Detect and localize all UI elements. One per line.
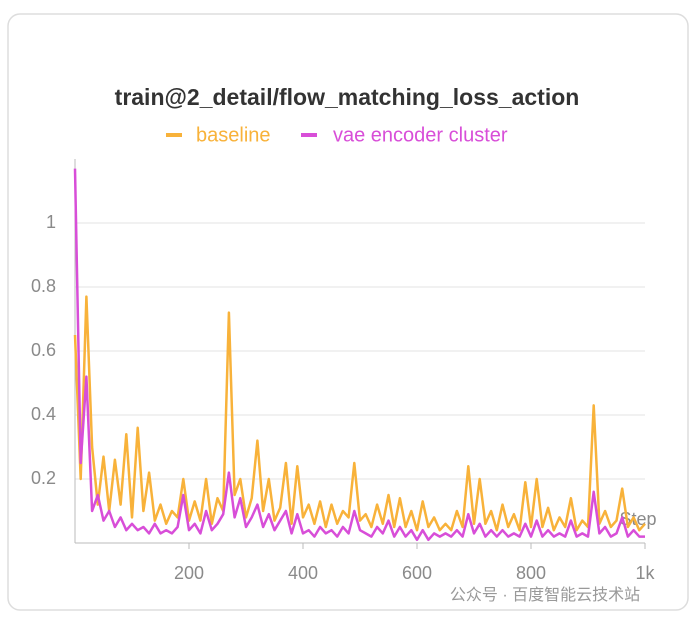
x-tick-label: 1k bbox=[635, 563, 655, 583]
series-line bbox=[73, 295, 646, 532]
legend-label: vae encoder cluster bbox=[333, 124, 508, 146]
y-tick-label: 0.6 bbox=[31, 340, 56, 360]
x-tick-label: 600 bbox=[402, 563, 432, 583]
legend-label: baseline bbox=[196, 124, 271, 146]
watermark: 公众号 · 百度智能云技术站 bbox=[450, 586, 640, 604]
card bbox=[7, 13, 689, 611]
x-tick-label: 200 bbox=[174, 563, 204, 583]
chart-title: train@2_detail/flow_matching_loss_action bbox=[115, 84, 580, 110]
x-tick-label: 800 bbox=[516, 563, 546, 583]
y-tick-label: 0.4 bbox=[31, 404, 56, 424]
series-line bbox=[73, 168, 645, 542]
y-tick-label: 0.8 bbox=[31, 276, 56, 296]
y-tick-label: 0.2 bbox=[31, 468, 56, 488]
y-tick-label: 1 bbox=[46, 212, 56, 232]
x-tick-label: 400 bbox=[288, 563, 318, 583]
